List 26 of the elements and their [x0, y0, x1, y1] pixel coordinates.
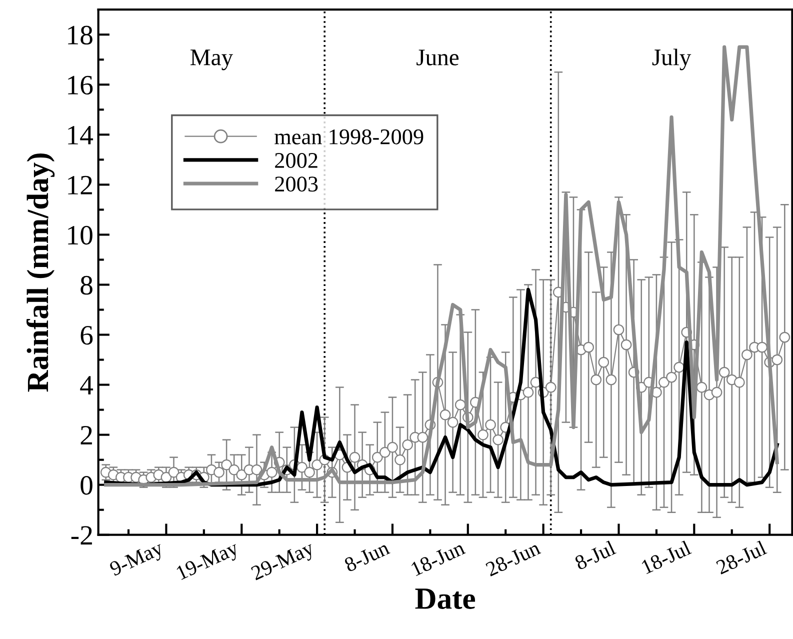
- y-tick-label: -2: [71, 526, 92, 544]
- x-tick-label: 28-Jun: [485, 540, 542, 577]
- annotation: July: [652, 48, 692, 70]
- y-tick-label: 18: [68, 26, 92, 45]
- x-tick-label: 18-Jun: [410, 540, 466, 576]
- y-tick-label: 14: [68, 126, 94, 144]
- y-tick-label: 10: [68, 226, 92, 245]
- y-tick-label: 16: [68, 76, 93, 95]
- x-tick-label: 18-Jul: [640, 540, 692, 574]
- legend-label: 2003: [275, 176, 318, 192]
- annotation: May: [190, 50, 234, 70]
- x-tick-label: 8-Jul: [574, 540, 617, 570]
- y-axis-title: Rainfall (mm/day): [26, 153, 55, 392]
- annotation: June: [416, 50, 459, 66]
- x-tick-label: 28-Jul: [715, 540, 768, 575]
- x-tick-label: 8-Jun: [344, 540, 390, 572]
- legend-label: mean 1998-2009: [274, 129, 424, 144]
- y-tick-label: 4: [80, 376, 94, 394]
- y-tick-label: 0: [80, 476, 92, 495]
- x-tick-label: 9-May: [108, 540, 166, 580]
- y-tick-label: 6: [80, 326, 93, 345]
- legend-label: 2002: [275, 152, 318, 168]
- y-tick-label: 12: [68, 176, 92, 194]
- y-tick-label: 2: [80, 426, 92, 444]
- x-axis-title: Date: [415, 588, 476, 609]
- y-tick-label: 8: [80, 276, 92, 295]
